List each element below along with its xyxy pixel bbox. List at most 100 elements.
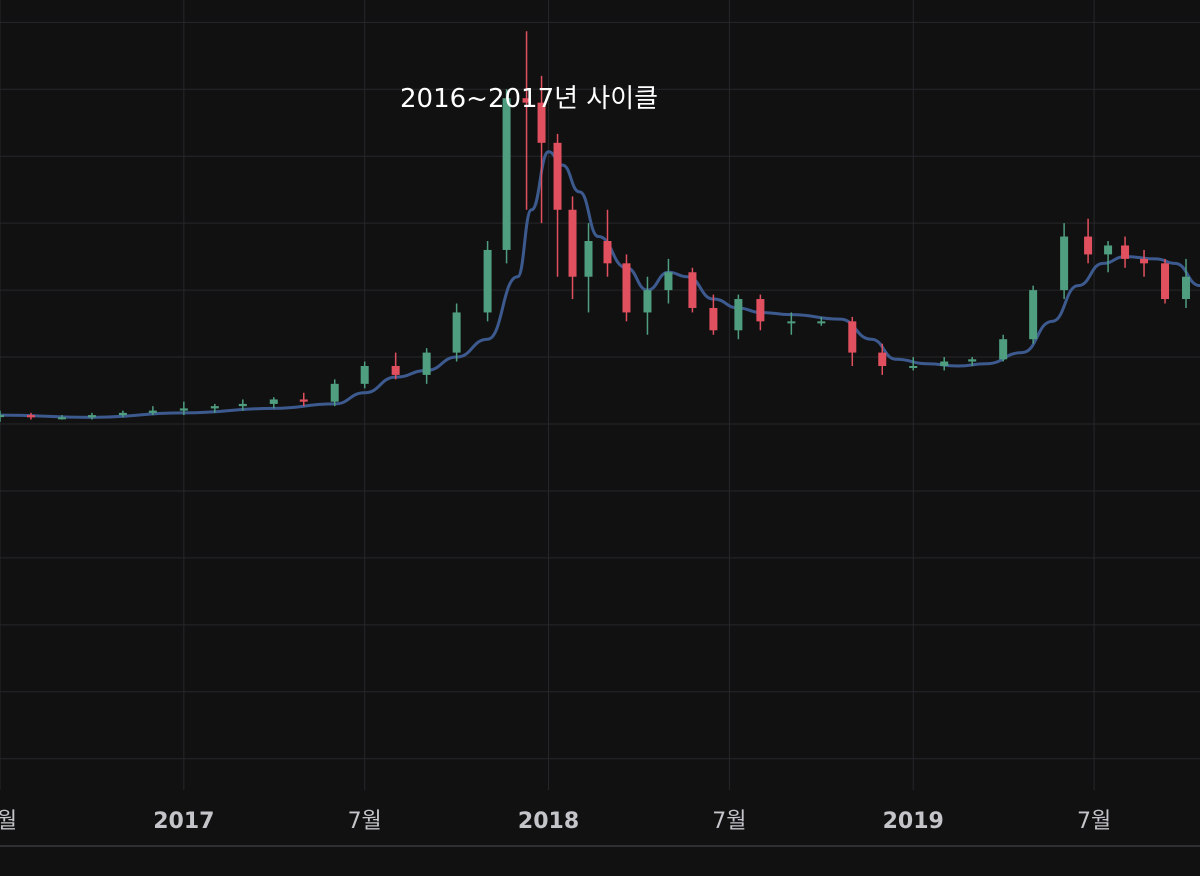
candle-up (940, 357, 949, 371)
candle-up (817, 316, 826, 326)
x-tick-label: 2019 (883, 809, 944, 834)
candle-up (179, 401, 188, 416)
x-tick-label: 7월 (0, 809, 17, 834)
candle-body (709, 307, 718, 331)
candle-body (1060, 236, 1069, 291)
candle-up (1060, 223, 1069, 300)
moving-average-line (0, 150, 1200, 419)
candle-body (878, 352, 887, 366)
candle-up (787, 312, 796, 335)
candle-down (568, 196, 577, 300)
x-tick-label: 7월 (712, 809, 746, 834)
candle-down (622, 254, 631, 322)
candle-body (622, 263, 631, 313)
candle-body (87, 415, 96, 418)
candle-up (1029, 285, 1038, 344)
candle-body (553, 142, 562, 210)
candle-down (1084, 218, 1093, 264)
candle-up (1104, 241, 1113, 273)
candle-body (502, 98, 511, 250)
candle-up (210, 403, 219, 413)
grid (0, 0, 1200, 790)
candle-body (522, 98, 531, 103)
candle-body (1029, 290, 1038, 340)
candle-body (483, 249, 492, 313)
candle-up (643, 276, 652, 335)
candle-body (179, 408, 188, 411)
candle-body (688, 272, 697, 308)
candle-up (148, 406, 157, 416)
candle-down (299, 392, 308, 407)
candle-body (299, 399, 308, 402)
candle-up (502, 89, 511, 264)
candle-up (483, 241, 492, 322)
candle-up (330, 379, 339, 407)
candle-body (0, 415, 4, 418)
candle-down (878, 343, 887, 375)
candle-up (57, 415, 66, 420)
candle-body (568, 209, 577, 277)
candle-up (118, 410, 127, 418)
candle-down (522, 31, 531, 210)
candle-up (999, 334, 1008, 362)
candle-up (1182, 258, 1191, 308)
candle-body (1161, 263, 1170, 300)
candle-body (391, 365, 400, 375)
candle-body (603, 241, 612, 264)
candle-body (584, 241, 593, 277)
candle-down (709, 294, 718, 335)
candle-up (664, 258, 673, 304)
candle-body (1140, 258, 1149, 264)
candle-body (26, 415, 35, 418)
candle-body (787, 321, 796, 324)
x-tick-label: 7월 (1077, 809, 1111, 834)
candle-body (360, 365, 369, 384)
candle-body (1084, 236, 1093, 255)
candle-body (643, 290, 652, 313)
candle-body (210, 406, 219, 409)
candle-body (422, 352, 431, 375)
candle-up (584, 223, 593, 313)
candle-body (848, 321, 857, 353)
candle-up (909, 357, 918, 371)
candle-down (553, 133, 562, 277)
candle-down (26, 412, 35, 420)
candle-body (940, 361, 949, 366)
candle-up (968, 357, 977, 366)
candle-body (452, 312, 461, 353)
candle-up (87, 412, 96, 420)
candle-body (909, 365, 918, 368)
x-tick-label: 2017 (153, 809, 214, 834)
candle-down (1140, 249, 1149, 277)
moving-average-layer (0, 150, 1200, 419)
x-axis-ticks: 7월 2017 7월 2018 7월 2019 7월 (0, 809, 1111, 834)
candle-down (537, 75, 546, 224)
candle-body (756, 299, 765, 322)
candle-body (118, 412, 127, 416)
candle-down (1121, 236, 1130, 268)
candle-body (269, 399, 278, 404)
candle-body (664, 272, 673, 291)
candle-down (391, 352, 400, 380)
candle-up (734, 294, 743, 340)
axis-divider (0, 845, 1200, 847)
candle-up (238, 399, 247, 411)
candle-body (148, 410, 157, 413)
chart-annotation: 2016~2017년 사이클 (400, 84, 659, 114)
candle-body (238, 403, 247, 407)
candle-up (269, 397, 278, 409)
candle-body (1121, 245, 1130, 259)
x-tick-label: 2018 (518, 809, 579, 834)
candle-body (1104, 245, 1113, 255)
candle-up (0, 410, 4, 422)
candle-down (688, 267, 697, 313)
candles-layer (0, 31, 1191, 422)
candle-body (330, 383, 339, 402)
candle-body (1182, 276, 1191, 300)
x-tick-label: 7월 (348, 809, 382, 834)
candle-body (57, 417, 66, 420)
candle-body (734, 299, 743, 331)
candle-down (756, 294, 765, 331)
